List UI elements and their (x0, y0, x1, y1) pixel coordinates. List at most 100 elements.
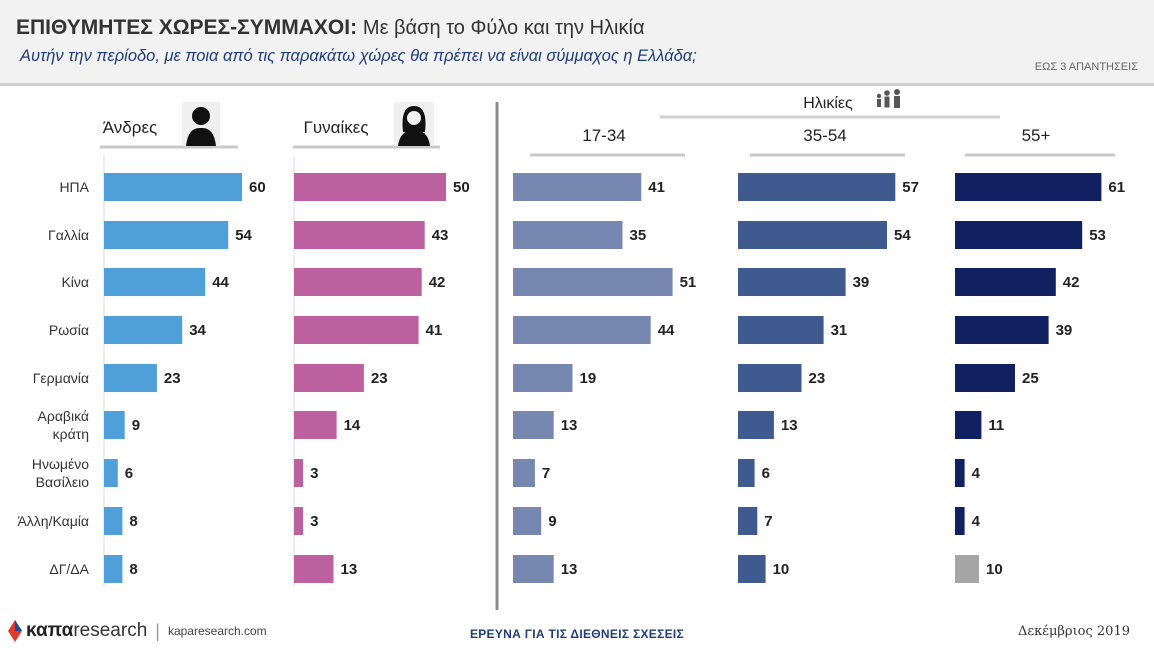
bar (294, 221, 425, 249)
bar-value-label: 44 (212, 274, 229, 291)
bar (738, 507, 758, 535)
bar (513, 364, 573, 392)
bar-value-label: 23 (809, 370, 826, 387)
page-title: ΕΠΙΘΥΜΗΤΕΣ ΧΩΡΕΣ-ΣΥΜΜΑΧΟΙ: Με βάση το Φύ… (16, 16, 645, 39)
answers-note: ΕΩΣ 3 ΑΠΑΝΤΗΣΕΙΣ (1034, 61, 1138, 73)
bar-value-label: 10 (986, 561, 1003, 578)
bar-value-label: 13 (561, 417, 578, 434)
bar-value-label: 4 (972, 465, 981, 482)
bar-value-label: 25 (1022, 370, 1039, 387)
bar (513, 555, 554, 583)
logo-text: καπαresearch (26, 620, 148, 641)
bar-value-label: 39 (853, 274, 870, 291)
family-icon (877, 99, 881, 107)
bar-value-label: 10 (773, 561, 790, 578)
bar (294, 268, 422, 296)
bar (738, 316, 824, 344)
bar-value-label: 41 (426, 322, 443, 339)
bar-value-label: 50 (453, 179, 470, 196)
bar (104, 411, 125, 439)
bar (513, 411, 554, 439)
bar-value-label: 3 (310, 465, 318, 482)
family-icon (884, 90, 890, 96)
bar (513, 221, 623, 249)
bar-value-label: 13 (341, 561, 358, 578)
bar (955, 268, 1056, 296)
family-icon (884, 96, 890, 108)
family-icon (894, 96, 900, 108)
bar (294, 459, 304, 487)
bar-value-label: 13 (561, 561, 578, 578)
bar (955, 364, 1015, 392)
bar (513, 507, 542, 535)
bar-value-label: 53 (1089, 227, 1106, 244)
bar-value-label: 43 (432, 227, 449, 244)
bar-value-label: 57 (902, 179, 919, 196)
bar (294, 507, 304, 535)
bar-value-label: 4 (972, 513, 981, 530)
bar-value-label: 19 (580, 370, 597, 387)
bar-value-label: 23 (164, 370, 181, 387)
series-header: 17-34 (582, 126, 625, 145)
bar-value-label: 42 (429, 274, 446, 291)
category-label: Κίνα (61, 274, 89, 290)
bar-value-label: 60 (249, 179, 266, 196)
bar-value-label: 51 (680, 274, 697, 291)
bar (104, 555, 123, 583)
bar (104, 507, 123, 535)
family-icon (876, 93, 882, 99)
man-icon (192, 107, 210, 125)
bar (294, 173, 446, 201)
logo-mark-icon (8, 620, 22, 642)
woman-icon (407, 111, 421, 125)
bar-value-label: 34 (189, 322, 206, 339)
bar (955, 459, 965, 487)
bar (294, 411, 337, 439)
category-label: ΗΠΑ (59, 179, 89, 195)
bar-value-label: 41 (648, 179, 665, 196)
man-icon (186, 127, 216, 146)
category-label: Αραβικά (38, 408, 89, 424)
bar (104, 364, 157, 392)
bar (955, 173, 1102, 201)
bar (294, 316, 419, 344)
bar (738, 364, 802, 392)
series-header: 35-54 (803, 126, 846, 145)
bar (513, 173, 642, 201)
series-header: 55+ (1022, 126, 1051, 145)
bar (294, 364, 364, 392)
bar-value-label: 7 (764, 513, 772, 530)
bar (104, 173, 242, 201)
bar-value-label: 31 (831, 322, 848, 339)
bar (738, 459, 755, 487)
bar-value-label: 9 (548, 513, 556, 530)
bar-value-label: 13 (781, 417, 798, 434)
bar-value-label: 35 (630, 227, 647, 244)
website-link[interactable]: kaparesearch.com (167, 624, 267, 638)
bar (955, 316, 1049, 344)
bar (104, 459, 118, 487)
header: ΕΠΙΘΥΜΗΤΕΣ ΧΩΡΕΣ-ΣΥΜΜΑΧΟΙ: Με βάση το Φύ… (0, 0, 1154, 83)
bar-value-label: 42 (1063, 274, 1080, 291)
bar (955, 411, 982, 439)
bar-value-label: 14 (344, 417, 361, 434)
bar-value-label: 8 (129, 561, 137, 578)
series-header: Γυναίκες (303, 118, 368, 137)
bar (104, 316, 183, 344)
bar-value-label: 54 (235, 227, 252, 244)
bar (294, 555, 334, 583)
bar (738, 221, 887, 249)
bar-value-label: 7 (542, 465, 550, 482)
survey-date: Δεκέμβριος 2019 (1017, 624, 1130, 639)
bar-value-label: 39 (1056, 322, 1073, 339)
bar (738, 411, 774, 439)
category-label: Άλλη/Καμία (17, 513, 89, 529)
category-label: Ηνωμένο (32, 456, 89, 472)
bar (513, 268, 673, 296)
bar (513, 316, 651, 344)
bar-value-label: 61 (1108, 179, 1125, 196)
bar-value-label: 54 (894, 227, 911, 244)
family-icon (894, 89, 900, 95)
logo-separator: | (155, 620, 160, 641)
bar (738, 173, 896, 201)
